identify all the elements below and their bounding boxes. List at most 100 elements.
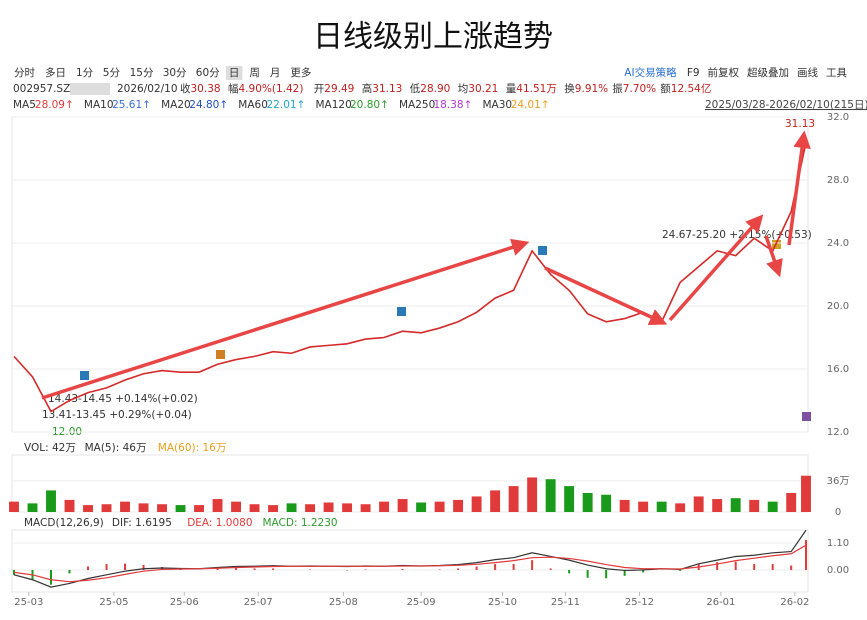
volume-bar [471,496,482,512]
tab[interactable]: 更多 [290,66,311,79]
tool[interactable]: F9 [687,67,700,79]
ma-value: 22.01↑ [267,99,306,111]
signal-icon[interactable] [80,371,89,380]
volume-bar [397,499,408,512]
tool[interactable]: 超级叠加 [747,66,789,79]
volume-bar [27,503,38,512]
signal-icon[interactable] [216,350,225,359]
y-tick-label: 32.0 [827,112,849,123]
volume-bar [249,504,260,512]
tool[interactable]: 前复权 [708,66,740,79]
volume-bar [675,503,686,512]
arrow [764,235,783,278]
volume-bar [194,505,204,512]
info-label: 换 [564,82,575,95]
tab[interactable]: 月 [270,67,281,79]
trend-arrows [41,130,811,400]
volume-bar [46,490,56,512]
ma-value: 25.61↑ [112,99,151,111]
info-value: 28.90 [420,83,450,95]
x-tick-label: 25-03 [14,597,43,608]
date: 2026/02/10 [117,83,178,95]
volume-bar [564,486,575,512]
info-label: 收 [180,82,191,95]
volume-bar [749,499,760,512]
volume-bar [323,502,334,512]
ma-value: 24.01↑ [511,99,550,111]
date-range: 2025/03/28-2026/02/10(215日) [705,99,867,111]
volume-bar [416,502,427,512]
signal-icon[interactable] [397,307,406,316]
volume-frame [11,454,809,513]
y-tick-label: 36万 [827,476,850,487]
y-tick-label: 12.0 [827,427,849,438]
x-tick-label: 25-10 [488,597,517,608]
tab[interactable]: 周 [249,67,260,79]
info-label: 额 [660,82,671,95]
volume-bar [545,479,556,512]
y-tick-label: 1.10 [827,538,849,549]
arrow [544,266,668,326]
tab[interactable]: 多日 [45,66,66,79]
volume-bar [508,486,519,512]
info-label: 振 [612,82,623,95]
ma-name: MA10 [84,99,114,111]
volume-bar [268,505,279,512]
x-tick-label: 25-06 [170,597,199,608]
ma-name: MA30 [483,99,513,111]
tab[interactable]: 5分 [103,67,121,79]
volume-bar [582,493,593,512]
ma-name: MA60 [238,99,268,111]
x-tick-label: 25-05 [99,597,128,608]
tab[interactable]: 15分 [130,67,154,79]
signal-icon[interactable] [538,246,547,255]
volume-bar [157,504,167,512]
volume-bar [490,490,501,512]
ma-value: 18.38↑ [434,99,473,111]
panel-header: DIF: 1.6195 [112,517,172,529]
arrow [41,238,530,400]
y-tick-label: 20.0 [827,301,849,312]
x-tick-label: 25-08 [329,597,358,608]
volume-bar [120,501,130,512]
panel-header: DEA: 1.0080 [187,517,252,529]
annotation: 13.41-13.45 +0.29%(+0.04) [42,409,192,421]
tab-active [225,66,243,80]
signal-icon[interactable] [802,412,811,421]
tool[interactable]: 工具 [826,67,847,79]
volume-bar [801,475,811,512]
info-label: 幅 [228,82,239,95]
x-tick-label: 26-01 [706,597,735,608]
info-value: 4.90%(1.42) [239,83,304,95]
tool[interactable]: 画线 [797,66,818,79]
tab[interactable]: 1分 [76,67,94,79]
ma-name: MA120 [316,99,352,111]
volume-bar [175,505,186,512]
volume-bar [286,503,297,512]
annotation: 24.67-25.20 +2.15%(+0.53) [662,229,812,241]
arrow [787,130,811,246]
info-value: 29.49 [324,83,354,95]
info-label: 开 [314,83,325,95]
tab[interactable]: 60分 [196,67,220,79]
volume-bar [712,499,723,512]
info-value: 31.13 [372,83,402,95]
tab[interactable]: 分时 [14,67,35,79]
macd-frame [11,529,809,593]
volume-bar [379,501,390,512]
info-value: 12.54亿 [671,82,712,95]
volume-bar [656,501,667,512]
volume-bar [83,505,93,512]
stock-code: 002957.SZ [13,83,70,95]
series-line [13,529,807,588]
arrow [668,214,764,322]
info-value: 30.21 [468,83,498,95]
tab[interactable]: 日 [229,67,240,79]
volume-bar [9,501,19,512]
volume-bar [231,501,242,512]
ma-name: MA250 [399,99,435,111]
title: 日线级别上涨趋势 [313,20,553,55]
tab[interactable]: 30分 [163,67,187,79]
volume-bar [64,499,75,512]
tool[interactable]: AI交易策略 [624,66,677,79]
